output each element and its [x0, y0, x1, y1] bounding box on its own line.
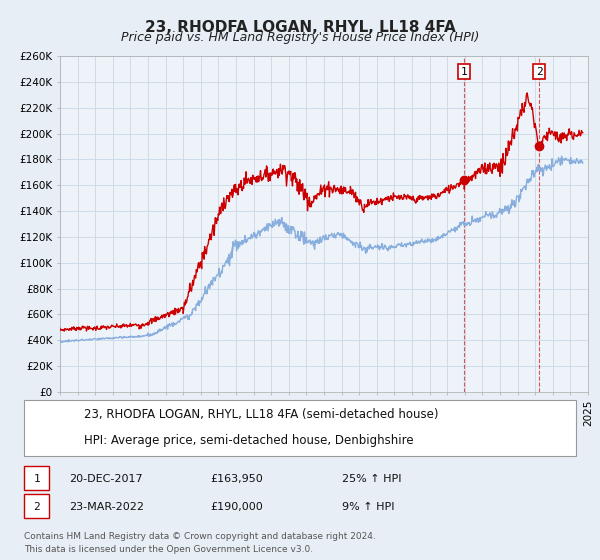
- Text: 23, RHODFA LOGAN, RHYL, LL18 4FA (semi-detached house): 23, RHODFA LOGAN, RHYL, LL18 4FA (semi-d…: [84, 408, 439, 421]
- Text: 23-MAR-2022: 23-MAR-2022: [69, 502, 144, 512]
- Text: HPI: Average price, semi-detached house, Denbighshire: HPI: Average price, semi-detached house,…: [84, 434, 413, 447]
- Text: 1: 1: [461, 67, 467, 77]
- Text: 20-DEC-2017: 20-DEC-2017: [69, 474, 143, 484]
- Text: 23, RHODFA LOGAN, RHYL, LL18 4FA: 23, RHODFA LOGAN, RHYL, LL18 4FA: [145, 20, 455, 35]
- Text: £190,000: £190,000: [210, 502, 263, 512]
- Text: 2: 2: [536, 67, 542, 77]
- Text: 1: 1: [33, 474, 40, 484]
- Text: 2: 2: [33, 502, 40, 512]
- Text: £163,950: £163,950: [210, 474, 263, 484]
- Text: 25% ↑ HPI: 25% ↑ HPI: [342, 474, 401, 484]
- Text: 9% ↑ HPI: 9% ↑ HPI: [342, 502, 395, 512]
- Text: Price paid vs. HM Land Registry's House Price Index (HPI): Price paid vs. HM Land Registry's House …: [121, 31, 479, 44]
- Text: Contains HM Land Registry data © Crown copyright and database right 2024.: Contains HM Land Registry data © Crown c…: [24, 532, 376, 541]
- Text: This data is licensed under the Open Government Licence v3.0.: This data is licensed under the Open Gov…: [24, 545, 313, 554]
